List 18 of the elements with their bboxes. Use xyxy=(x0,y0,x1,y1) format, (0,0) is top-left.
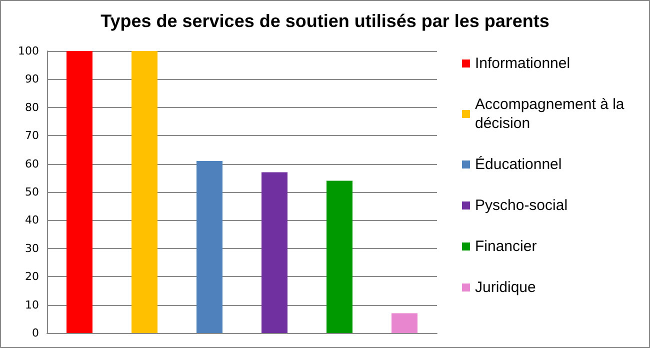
y-tick-label: 70 xyxy=(25,129,39,142)
legend-label: Informationnel xyxy=(475,55,570,72)
y-tick-label: 60 xyxy=(25,157,39,170)
y-tick-label: 50 xyxy=(25,186,39,198)
chart-title: Types de services de soutien utilisés par les parents xyxy=(100,11,550,31)
y-tick-label: 30 xyxy=(25,242,39,255)
y-tick-label: 20 xyxy=(25,270,39,284)
legend-label: Éducationnel xyxy=(475,155,562,173)
y-tick-label: 80 xyxy=(25,100,39,114)
y-tick-label: 40 xyxy=(25,214,39,227)
y-tick-label: 100 xyxy=(18,44,39,58)
legend-label: Juridique xyxy=(475,279,536,296)
legend-label: Pyscho-social xyxy=(475,197,568,214)
legend-label: Accompagnement à la décision xyxy=(475,96,628,132)
y-tick-label: 90 xyxy=(25,72,39,86)
y-tick-label: 0 xyxy=(32,326,39,340)
y-tick-label: 10 xyxy=(25,298,39,312)
legend-label: Financier xyxy=(475,238,537,255)
